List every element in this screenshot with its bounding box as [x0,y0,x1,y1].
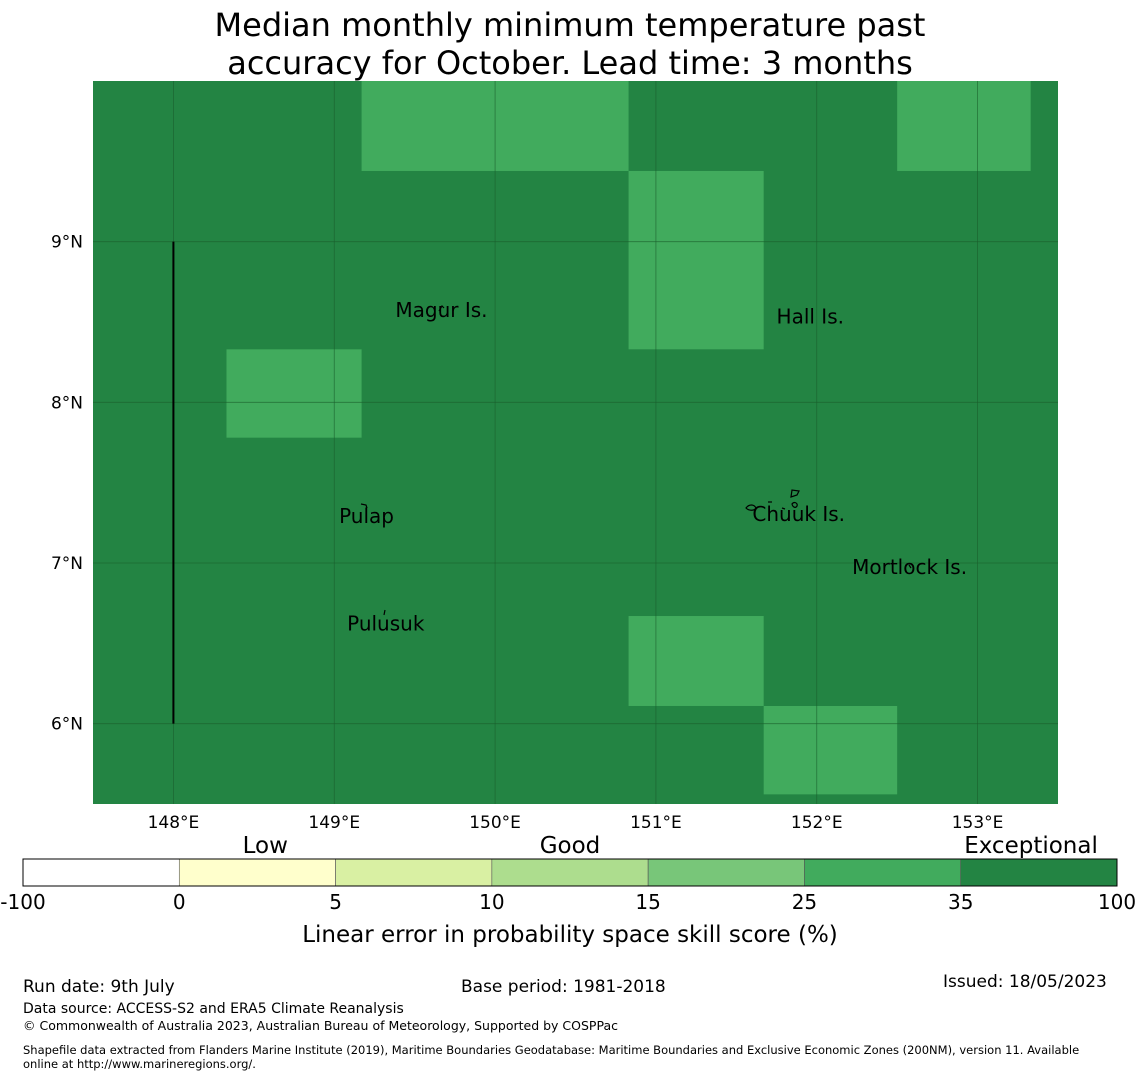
latitude-tick-label: 6°N [51,715,83,735]
place-label: Pulap [339,504,394,528]
run-date: Run date: 9th July [23,977,175,997]
longitude-tick-label: 152°E [791,813,843,833]
shapefile-credit-line-1: Shapefile data extracted from Flanders M… [23,1043,1080,1057]
colorbar-tick-label: 35 [948,890,973,914]
place-label: Mortlock Is. [852,555,967,579]
colorbar-segment [491,858,649,887]
place-label: Pulusuk [347,611,425,635]
issued-date: Issued: 18/05/2023 [943,972,1107,992]
island-outline [790,489,800,498]
skill-cell-25-35 [628,616,764,706]
skill-cell-25-35 [897,81,1031,171]
colorbar-segment [178,858,336,887]
longitude-tick-label: 150°E [469,813,521,833]
data-source: Data source: ACCESS-S2 and ERA5 Climate … [23,1001,404,1017]
colorbar-category-label: Good [540,833,601,859]
colorbar-title: Linear error in probability space skill … [302,922,838,948]
colorbar-tick-label: 10 [479,890,504,914]
latitude-tick-label: 8°N [51,393,83,413]
island-outline [791,501,798,508]
skill-cell-25-35 [763,705,898,795]
longitude-tick-label: 153°E [952,813,1004,833]
colorbar-tick-label: 100 [1098,890,1136,914]
colorbar-tick-label: 15 [635,890,660,914]
copyright: © Commonwealth of Australia 2023, Austra… [23,1018,618,1033]
longitude-tick-label: 149°E [308,813,360,833]
skill-cell-25-35 [628,170,764,350]
colorbar-category-label: Low [243,833,288,859]
colorbar-segment [960,858,1118,887]
colorbar-segment [22,858,180,887]
island-outline [908,564,912,569]
latitude-tick-label: 7°N [51,554,83,574]
colorbar-segment [647,858,805,887]
island-outline [438,305,445,312]
island-outline [383,609,386,616]
map-background [93,81,1058,804]
base-period: Base period: 1981-2018 [461,977,666,997]
colorbar-tick-label: 25 [792,890,817,914]
colorbar-tick-label: -100 [0,890,45,914]
place-label: Hall Is. [777,305,844,329]
longitude-tick-label: 148°E [148,813,200,833]
longitude-tick-label: 151°E [630,813,682,833]
colorbar-tick-label: 0 [173,890,186,914]
map-title: Median monthly minimum temperature past … [0,6,1140,82]
map-area: 148°E 149°E 150°E 151°E 152°E 153°E 9°N 8°N 7°N 6… [51,81,1058,833]
shapefile-credit-line-2: online at http://www.marineregions.org/. [23,1057,256,1071]
title-line-1: Median monthly minimum temperature past [214,6,926,44]
skill-cell-25-35 [226,349,362,438]
latitude-tick-label: 9°N [51,233,83,253]
colorbar-segment [335,858,493,887]
place-label: Magur Is. [395,298,487,322]
place-label: Chuuk Is. [752,502,845,526]
colorbar-segment [804,858,962,887]
island-outline [745,504,757,511]
title-line-2: accuracy for October. Lead time: 3 month… [227,44,913,82]
island-outline [781,507,786,510]
colorbar-category-label: Exceptional [964,833,1098,859]
colorbar-outline [22,858,1118,887]
colorbar-tick-label: 5 [329,890,342,914]
colorbar-legend: -100 0 5 10 15 25 35 100 Low Good Exceptional Linea… [0,833,1136,948]
island-outline [360,503,368,509]
